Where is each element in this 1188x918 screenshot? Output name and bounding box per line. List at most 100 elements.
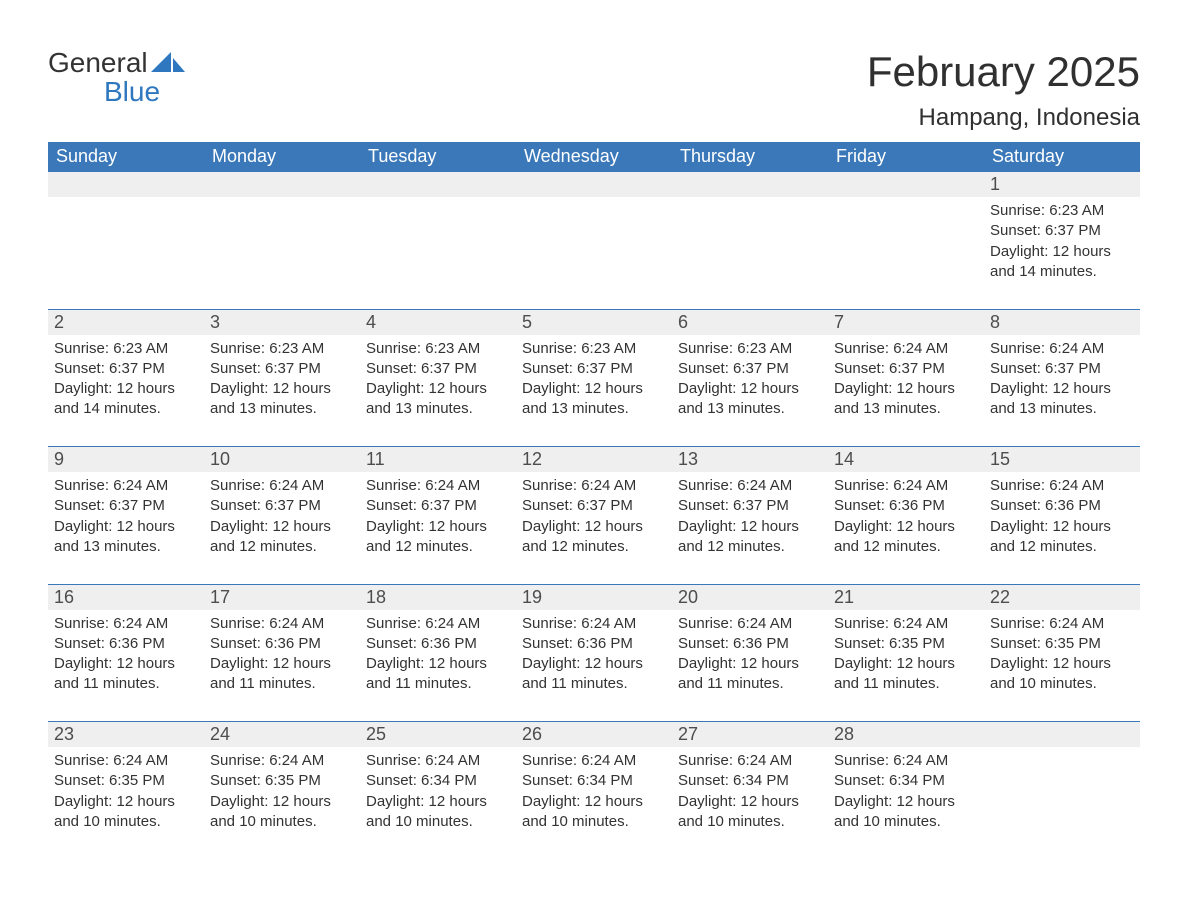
daylight-line1: Daylight: 12 hours <box>678 379 822 399</box>
day-number-cell: 15 <box>984 447 1140 473</box>
daylight-line2: and 13 minutes. <box>366 399 510 419</box>
logo-text-general: General <box>48 48 148 77</box>
day-number-cell: 4 <box>360 309 516 335</box>
day-number-cell: 7 <box>828 309 984 335</box>
sunrise-text: Sunrise: 6:24 AM <box>210 476 354 496</box>
day-detail-cell <box>516 197 672 309</box>
day-number-cell: 24 <box>204 722 360 748</box>
day-number-cell: 12 <box>516 447 672 473</box>
daylight-line2: and 10 minutes. <box>834 812 978 832</box>
daylight-line2: and 12 minutes. <box>210 537 354 557</box>
sunrise-text: Sunrise: 6:24 AM <box>522 751 666 771</box>
logo: General Blue <box>48 48 185 107</box>
day-header-saturday: Saturday <box>984 142 1140 172</box>
day-number-cell: 19 <box>516 584 672 610</box>
day-header-sunday: Sunday <box>48 142 204 172</box>
location-label: Hampang, Indonesia <box>867 104 1140 132</box>
sunset-text: Sunset: 6:36 PM <box>678 634 822 654</box>
daylight-line1: Daylight: 12 hours <box>366 379 510 399</box>
week-daynum-row: 2345678 <box>48 309 1140 335</box>
daylight-line2: and 13 minutes. <box>210 399 354 419</box>
day-detail-cell: Sunrise: 6:24 AMSunset: 6:37 PMDaylight:… <box>828 335 984 447</box>
sunset-text: Sunset: 6:36 PM <box>210 634 354 654</box>
daylight-line1: Daylight: 12 hours <box>678 654 822 674</box>
sunrise-text: Sunrise: 6:24 AM <box>54 476 198 496</box>
week-detail-row: Sunrise: 6:24 AM Sunset: 6:37 PM Daylight:… <box>48 472 1140 584</box>
sunset-text: Sunset: 6:37 PM <box>678 359 822 379</box>
week-daynum-row: 16171819202122 <box>48 584 1140 610</box>
day-number-cell <box>204 172 360 198</box>
sunset-text: Sunset: 6:36 PM <box>54 634 198 654</box>
daylight-line2: and 14 minutes. <box>54 399 198 419</box>
day-detail-cell: Sunrise: 6:24 AMSunset: 6:37 PMDaylight:… <box>48 472 204 584</box>
day-number-cell: 16 <box>48 584 204 610</box>
day-detail-cell <box>204 197 360 309</box>
day-number-cell: 28 <box>828 722 984 748</box>
daylight-line1: Daylight: 12 hours <box>210 379 354 399</box>
sunrise-text: Sunrise: 6:24 AM <box>210 614 354 634</box>
daylight-line2: and 12 minutes. <box>366 537 510 557</box>
week-daynum-row: 232425262728 <box>48 722 1140 748</box>
day-number-cell <box>360 172 516 198</box>
day-detail-cell: Sunrise: 6:24 AMSunset: 6:36 PMDaylight:… <box>48 610 204 722</box>
day-number-cell: 26 <box>516 722 672 748</box>
sunrise-text: Sunrise: 6:24 AM <box>366 751 510 771</box>
week-detail-row: Sunrise: 6:23 AMSunset: 6:37 PMDaylight:… <box>48 197 1140 309</box>
day-detail-cell: Sunrise: 6:24 AMSunset: 6:37 PMDaylight:… <box>516 472 672 584</box>
day-number-cell <box>984 722 1140 748</box>
page-header: General Blue February 2025 Hampang, Indo… <box>48 48 1140 132</box>
day-number-cell: 17 <box>204 584 360 610</box>
title-block: February 2025 Hampang, Indonesia <box>867 48 1140 132</box>
sunrise-text: Sunrise: 6:23 AM <box>990 201 1134 221</box>
sunrise-text: Sunrise: 6:24 AM <box>522 476 666 496</box>
day-number-cell <box>828 172 984 198</box>
day-detail-cell: Sunrise: 6:23 AMSunset: 6:37 PMDaylight:… <box>984 197 1140 309</box>
day-detail-cell: Sunrise: 6:23 AMSunset: 6:37 PMDaylight:… <box>204 335 360 447</box>
day-number-cell: 8 <box>984 309 1140 335</box>
sunset-text: Sunset: 6:37 PM <box>366 359 510 379</box>
day-detail-cell: Sunrise: 6:24 AMSunset: 6:36 PMDaylight:… <box>360 610 516 722</box>
daylight-line1: Daylight: 12 hours <box>366 792 510 812</box>
day-detail-cell: Sunrise: 6:24 AMSunset: 6:35 PMDaylight:… <box>204 747 360 859</box>
daylight-line2: and 11 minutes. <box>834 674 978 694</box>
day-number-cell: 3 <box>204 309 360 335</box>
day-number-cell: 27 <box>672 722 828 748</box>
daylight-line2: and 10 minutes. <box>210 812 354 832</box>
day-header-thursday: Thursday <box>672 142 828 172</box>
daylight-line1: Daylight: 12 hours <box>522 517 666 537</box>
daylight-line2: and 12 minutes. <box>990 537 1134 557</box>
daylight-line2: and 10 minutes. <box>990 674 1134 694</box>
daylight-line1: Daylight: 12 hours <box>990 517 1134 537</box>
day-detail-cell <box>828 197 984 309</box>
daylight-line2: and 12 minutes. <box>834 537 978 557</box>
daylight-line1: Daylight: 12 hours <box>834 379 978 399</box>
sunrise-text: Sunrise: 6:24 AM <box>990 614 1134 634</box>
daylight-line1: Daylight: 12 hours <box>210 517 354 537</box>
day-detail-cell: Sunrise: 6:24 AMSunset: 6:36 PMDaylight:… <box>984 472 1140 584</box>
sunset-text: Sunset: 6:37 PM <box>366 496 510 516</box>
daylight-line2: and 13 minutes. <box>834 399 978 419</box>
day-detail-cell <box>672 197 828 309</box>
sunrise-text: Sunrise: 6:24 AM <box>834 339 978 359</box>
sunrise-text: Sunrise: 6:23 AM <box>210 339 354 359</box>
daylight-line1: Daylight: 12 hours <box>990 379 1134 399</box>
daylight-line1: Daylight: 12 hours <box>834 517 978 537</box>
sunset-text: Sunset: 6:37 PM <box>210 359 354 379</box>
week-daynum-row: 9101112131415 <box>48 447 1140 473</box>
daylight-line1: Daylight: 12 hours <box>990 654 1134 674</box>
day-number-cell: 22 <box>984 584 1140 610</box>
sunset-text: Sunset: 6:37 PM <box>678 496 822 516</box>
sunset-text: Sunset: 6:36 PM <box>834 496 978 516</box>
day-number-cell: 21 <box>828 584 984 610</box>
day-detail-cell: Sunrise: 6:23 AMSunset: 6:37 PMDaylight:… <box>48 335 204 447</box>
daylight-line2: and 11 minutes. <box>366 674 510 694</box>
daylight-line2: and 14 minutes. <box>990 262 1134 282</box>
daylight-line2: and 10 minutes. <box>522 812 666 832</box>
sunrise-text: Sunrise: 6:24 AM <box>678 751 822 771</box>
day-number-cell <box>672 172 828 198</box>
sunrise-text: Sunrise: 6:24 AM <box>990 339 1134 359</box>
sunset-text: Sunset: 6:36 PM <box>522 634 666 654</box>
sunrise-text: Sunrise: 6:24 AM <box>366 614 510 634</box>
day-number-cell <box>516 172 672 198</box>
day-detail-cell: Sunrise: 6:24 AMSunset: 6:37 PMDaylight:… <box>360 472 516 584</box>
